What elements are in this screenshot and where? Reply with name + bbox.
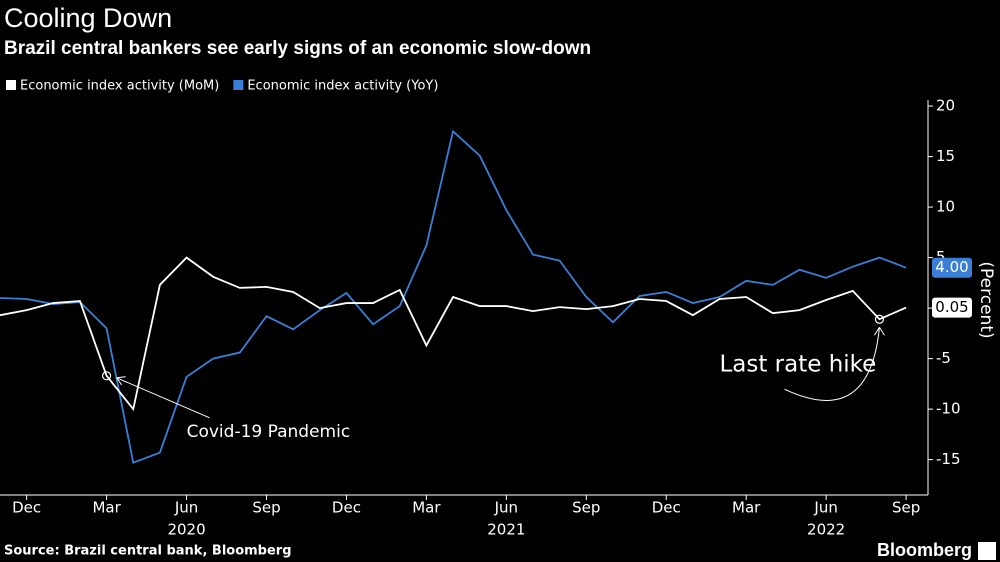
x-tick-label: Sep bbox=[252, 499, 280, 517]
annotation-point bbox=[874, 314, 885, 324]
x-tick-label: Jun bbox=[494, 499, 518, 517]
y-tick-label: 15 bbox=[936, 147, 955, 165]
legend-swatch bbox=[233, 80, 244, 90]
x-tick-label: Sep bbox=[892, 499, 920, 517]
legend-label: Economic index activity (MoM) bbox=[20, 79, 219, 94]
brand: Bloomberg bbox=[877, 540, 972, 560]
y-tick-label: -15 bbox=[936, 450, 961, 468]
y-axis-label: (Percent) bbox=[976, 261, 996, 338]
annotation-point bbox=[101, 371, 112, 381]
end-label-box bbox=[932, 297, 972, 318]
brand-icon bbox=[978, 542, 996, 560]
chart-title: Cooling Down bbox=[4, 3, 172, 33]
x-tick-label: Mar bbox=[732, 499, 761, 517]
x-tick-label: Dec bbox=[12, 499, 41, 517]
year-label: 2022 bbox=[807, 521, 845, 539]
series-line bbox=[0, 129, 907, 464]
y-tick-label: 10 bbox=[936, 198, 955, 216]
annotation-text: Covid-19 Pandemic bbox=[187, 422, 351, 442]
annotation-text: Last rate hike bbox=[719, 352, 876, 378]
y-tick-label: -5 bbox=[936, 349, 951, 367]
x-tick-label: Jun bbox=[813, 499, 837, 517]
annotation-arrow bbox=[784, 326, 885, 401]
series-line bbox=[0, 256, 907, 412]
year-label: 2020 bbox=[167, 521, 205, 539]
x-tick-label: Sep bbox=[572, 499, 600, 517]
chart-subtitle: Brazil central bankers see early signs o… bbox=[4, 38, 591, 59]
legend-swatch bbox=[6, 80, 16, 90]
annotation-arrow bbox=[116, 376, 210, 419]
end-label: 0.05 bbox=[935, 298, 968, 316]
y-tick-label: 5 bbox=[936, 248, 946, 266]
x-tick-label: Jun bbox=[174, 499, 198, 517]
x-tick-label: Mar bbox=[412, 499, 441, 517]
source: Source: Brazil central bank, Bloomberg bbox=[4, 544, 292, 559]
x-tick-label: Dec bbox=[332, 499, 361, 517]
x-tick-label: Mar bbox=[92, 499, 121, 517]
y-tick-label: -10 bbox=[936, 400, 961, 418]
y-tick-label: 20 bbox=[936, 97, 955, 115]
year-label: 2021 bbox=[487, 521, 525, 539]
legend-label: Economic index activity (YoY) bbox=[247, 79, 438, 94]
x-tick-label: Dec bbox=[652, 499, 681, 517]
end-label-box bbox=[932, 257, 972, 278]
end-label: 4.00 bbox=[935, 258, 968, 276]
